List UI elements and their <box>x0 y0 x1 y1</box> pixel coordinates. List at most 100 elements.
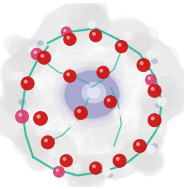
Circle shape <box>26 39 51 64</box>
Circle shape <box>4 96 27 119</box>
Circle shape <box>125 32 133 40</box>
Circle shape <box>73 164 81 172</box>
Circle shape <box>83 154 111 182</box>
Circle shape <box>54 89 72 107</box>
Circle shape <box>36 126 45 136</box>
Circle shape <box>3 97 22 116</box>
Circle shape <box>93 81 112 101</box>
Circle shape <box>102 112 132 142</box>
Circle shape <box>89 29 102 42</box>
Circle shape <box>67 16 89 38</box>
Circle shape <box>52 6 79 32</box>
Circle shape <box>116 148 141 173</box>
Circle shape <box>101 23 125 47</box>
Circle shape <box>15 110 29 123</box>
Circle shape <box>63 5 89 30</box>
Circle shape <box>14 72 23 81</box>
Circle shape <box>36 26 60 51</box>
Circle shape <box>151 48 176 74</box>
Circle shape <box>161 93 183 115</box>
Circle shape <box>15 80 35 100</box>
Circle shape <box>159 99 162 102</box>
Circle shape <box>40 129 68 157</box>
Circle shape <box>108 59 110 61</box>
Circle shape <box>130 37 153 61</box>
Circle shape <box>161 85 184 114</box>
Circle shape <box>46 132 67 153</box>
Circle shape <box>49 6 77 33</box>
Circle shape <box>78 0 98 20</box>
Circle shape <box>66 72 70 76</box>
Circle shape <box>0 95 25 123</box>
Circle shape <box>65 128 90 153</box>
Circle shape <box>63 80 86 103</box>
Circle shape <box>111 15 139 44</box>
Circle shape <box>81 134 101 154</box>
Circle shape <box>64 92 83 111</box>
Circle shape <box>102 20 130 48</box>
Circle shape <box>153 62 183 91</box>
Circle shape <box>71 160 86 175</box>
Circle shape <box>25 134 48 157</box>
Circle shape <box>4 85 31 112</box>
Ellipse shape <box>37 40 44 46</box>
Circle shape <box>53 144 78 168</box>
Circle shape <box>109 124 141 157</box>
Circle shape <box>55 6 81 32</box>
Circle shape <box>86 12 108 34</box>
Circle shape <box>166 78 184 106</box>
Circle shape <box>154 76 176 98</box>
Circle shape <box>81 4 104 28</box>
Circle shape <box>35 134 52 152</box>
Circle shape <box>155 61 181 87</box>
Ellipse shape <box>59 66 125 123</box>
Circle shape <box>140 101 168 129</box>
Circle shape <box>69 171 93 189</box>
Circle shape <box>110 153 134 177</box>
Ellipse shape <box>64 70 120 119</box>
Circle shape <box>87 14 107 34</box>
Circle shape <box>25 43 49 67</box>
Circle shape <box>133 40 153 60</box>
Circle shape <box>0 106 17 129</box>
Circle shape <box>130 31 152 53</box>
Circle shape <box>82 86 102 106</box>
Circle shape <box>144 43 164 63</box>
Circle shape <box>88 51 107 71</box>
Circle shape <box>124 164 133 173</box>
Circle shape <box>19 39 43 63</box>
Circle shape <box>36 134 57 156</box>
Circle shape <box>67 3 96 32</box>
Circle shape <box>0 103 19 127</box>
Circle shape <box>80 159 98 178</box>
Circle shape <box>103 63 124 84</box>
Circle shape <box>114 150 139 175</box>
Circle shape <box>138 151 164 176</box>
Circle shape <box>155 76 179 99</box>
Circle shape <box>0 98 21 125</box>
Circle shape <box>130 146 154 171</box>
Circle shape <box>121 20 147 46</box>
Circle shape <box>124 139 154 169</box>
Circle shape <box>43 19 63 40</box>
Circle shape <box>106 57 114 65</box>
Circle shape <box>20 133 40 154</box>
Circle shape <box>150 47 174 71</box>
Circle shape <box>109 133 130 153</box>
Circle shape <box>105 21 131 47</box>
Circle shape <box>37 21 65 49</box>
Circle shape <box>81 7 108 34</box>
Circle shape <box>33 112 47 125</box>
Circle shape <box>69 119 78 128</box>
Circle shape <box>25 41 52 67</box>
Circle shape <box>147 94 176 124</box>
Circle shape <box>167 73 184 101</box>
Circle shape <box>128 102 153 127</box>
Circle shape <box>10 55 26 72</box>
Circle shape <box>95 154 118 177</box>
Circle shape <box>128 143 153 169</box>
Ellipse shape <box>81 82 106 103</box>
Circle shape <box>48 13 69 34</box>
Circle shape <box>157 90 184 117</box>
Circle shape <box>63 71 89 96</box>
